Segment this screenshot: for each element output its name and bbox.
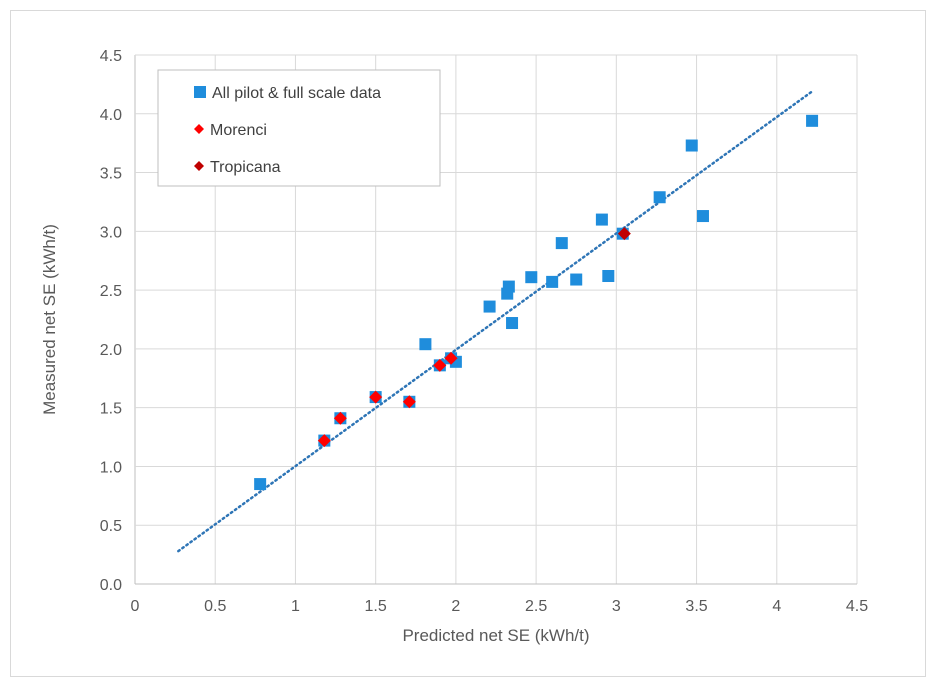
data-point-square <box>546 275 559 288</box>
y-tick-label: 1.0 <box>100 459 122 476</box>
data-points <box>254 114 819 491</box>
legend-marker-square <box>194 86 206 98</box>
data-point-square <box>696 210 709 223</box>
data-point-diamond <box>444 351 458 365</box>
data-point-diamond <box>333 411 347 425</box>
data-point-square <box>419 338 432 351</box>
legend: All pilot & full scale data Morenci Trop… <box>157 69 441 187</box>
gridlines <box>134 54 858 585</box>
data-point-square <box>506 317 519 330</box>
data-point-square <box>525 271 538 284</box>
data-point-square <box>602 270 615 283</box>
data-point-square <box>501 287 514 300</box>
data-point-diamond <box>617 227 631 241</box>
x-tick-label: 0.5 <box>204 598 226 615</box>
legend-marker-diamond <box>194 124 204 134</box>
trendline <box>177 90 814 553</box>
x-tick-label: 1.5 <box>365 598 387 615</box>
legend-marker-diamond <box>194 161 204 171</box>
y-tick-label: 0.0 <box>100 577 122 594</box>
y-tick-label: 3.5 <box>100 166 122 183</box>
data-point-square <box>570 273 583 286</box>
x-tick-label: 0 <box>131 598 140 615</box>
y-tick-label: 4.5 <box>100 48 122 65</box>
y-tick-label: 3.0 <box>100 224 122 241</box>
data-point-square <box>254 478 267 491</box>
data-point-square <box>685 139 698 152</box>
x-tick-label: 3 <box>612 598 621 615</box>
legend-label: Morenci <box>210 122 267 139</box>
y-tick-label: 4.0 <box>100 107 122 124</box>
data-point-diamond <box>369 390 383 404</box>
data-point-square <box>555 237 568 250</box>
x-tick-label: 1 <box>291 598 300 615</box>
legend-label: Tropicana <box>210 159 281 176</box>
x-axis-title: Predicted net SE (kWh/t) <box>402 626 589 645</box>
y-axis-title: Measured net SE (kWh/t) <box>40 224 59 415</box>
x-tick-label: 4 <box>772 598 781 615</box>
x-tick-label: 4.5 <box>846 598 868 615</box>
data-point-square <box>653 191 666 204</box>
y-tick-label: 1.5 <box>100 401 122 418</box>
data-point-diamond <box>317 434 331 448</box>
y-tick-label: 2.5 <box>100 283 122 300</box>
data-point-diamond <box>402 395 416 409</box>
data-point-square <box>502 280 515 293</box>
data-point-diamond <box>433 358 447 372</box>
x-tick-label: 2 <box>451 598 460 615</box>
y-tick-label: 0.5 <box>100 518 122 535</box>
x-tick-label: 3.5 <box>685 598 707 615</box>
x-tick-label: 2.5 <box>525 598 547 615</box>
legend-label: All pilot & full scale data <box>212 85 381 102</box>
data-point-square <box>483 300 496 313</box>
y-tick-label: 2.0 <box>100 342 122 359</box>
tick-labels: 0 0.5 1 1.5 2 2.5 3 3.5 4 4.5 0.0 0.5 1.0 1.5 2.0 2.5 3.… <box>100 48 868 615</box>
data-point-square <box>595 213 608 226</box>
data-point-square <box>806 114 819 127</box>
